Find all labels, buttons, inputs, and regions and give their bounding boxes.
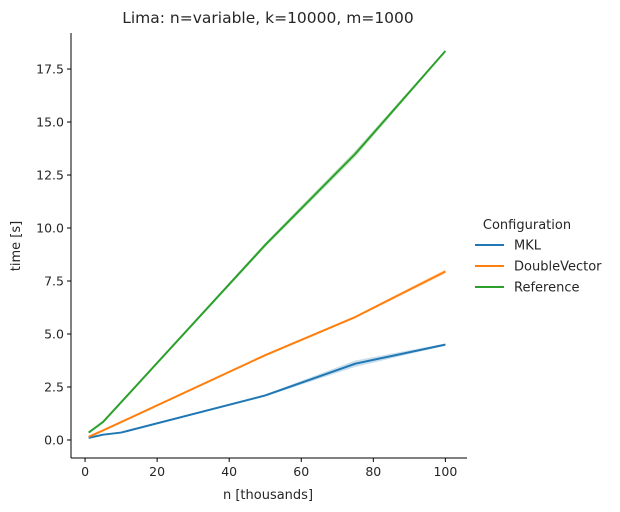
y-tick-label: 7.5 bbox=[44, 274, 64, 289]
y-tick-label: 5.0 bbox=[44, 326, 64, 341]
x-tick-label: 20 bbox=[149, 464, 165, 479]
series-band-mkl bbox=[88, 343, 446, 439]
legend-title: Configuration bbox=[483, 218, 571, 233]
legend: Configuration MKL DoubleVector Reference bbox=[475, 218, 602, 296]
y-tick-label: 2.5 bbox=[44, 379, 64, 394]
legend-label-reference: Reference bbox=[514, 281, 579, 296]
y-tick-label: 15.0 bbox=[36, 115, 64, 130]
legend-label-mkl: MKL bbox=[514, 239, 542, 254]
axes-layer: 0 20 40 60 80 100 0.0 2.5 5.0 7.5 10.0 12.5 15.0 17.5 bbox=[36, 33, 467, 479]
y-tick-label: 10.0 bbox=[36, 221, 64, 236]
legend-label-doublevector: DoubleVector bbox=[514, 260, 602, 275]
x-tick-label: 60 bbox=[293, 464, 309, 479]
series-layer bbox=[88, 49, 447, 439]
series-band-reference bbox=[88, 49, 446, 433]
series-line-mkl bbox=[88, 343, 446, 439]
x-axis-label: n [thousands] bbox=[223, 488, 313, 503]
y-tick-label: 17.5 bbox=[36, 62, 64, 77]
x-tick-label: 40 bbox=[221, 464, 237, 479]
y-tick-label: 0.0 bbox=[44, 432, 64, 447]
series-line-reference bbox=[88, 50, 447, 434]
x-tick-label: 0 bbox=[81, 464, 89, 479]
chart-title: Lima: n=variable, k=10000, m=1000 bbox=[122, 9, 414, 27]
y-axis-label: time [s] bbox=[9, 221, 24, 271]
x-tick-label: 80 bbox=[365, 464, 381, 479]
y-tick-label: 12.5 bbox=[36, 168, 64, 183]
x-tick-label: 100 bbox=[433, 464, 457, 479]
